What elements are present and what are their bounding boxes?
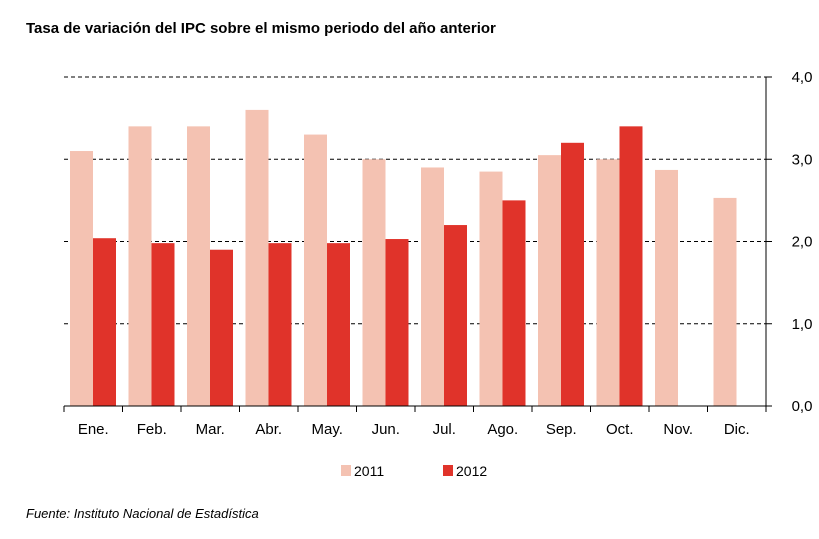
bar-2011-5	[304, 134, 327, 406]
bar-2012-10	[619, 126, 643, 406]
bar-2011-12	[713, 197, 737, 406]
legend-swatch-2012	[443, 465, 453, 476]
axes: 0,0 1,0 2,0 3,0 4,0 Ene. Feb. Mar. Abr. May. Jun. J…	[63, 69, 813, 438]
legend-label-2011: 2011	[354, 463, 384, 479]
x-tick-label: Jul.	[433, 421, 456, 438]
x-tick-label: Sep.	[546, 421, 577, 438]
bar-2012-8	[502, 200, 526, 406]
x-tick-label: Ene.	[78, 421, 109, 438]
x-tick-label: Nov.	[663, 421, 693, 438]
y-tick-label: 1,0	[792, 316, 813, 333]
bar-2011-4	[245, 109, 269, 407]
y-tick-label: 3,0	[792, 151, 813, 168]
bar-2012-1	[93, 238, 116, 406]
bar-2012-3	[210, 249, 233, 406]
bar-2011-11	[655, 169, 678, 406]
x-tick-label: Mar.	[196, 421, 225, 438]
bar-2012-5	[327, 243, 350, 406]
bar-2011-10	[596, 159, 620, 406]
bar-2012-7	[444, 225, 467, 406]
legend: 2011 2012	[341, 463, 487, 479]
y-tick-label: 4,0	[792, 69, 813, 86]
gridlines	[64, 76, 766, 325]
bar-2011-7	[421, 167, 444, 406]
x-tick-label: May.	[312, 421, 343, 438]
bar-2012-9	[561, 142, 584, 407]
legend-label-2012: 2012	[456, 463, 487, 479]
bar-2012-6	[385, 239, 409, 406]
x-tick-label: Oct.	[606, 421, 634, 438]
source-note: Fuente: Instituto Nacional de Estadístic…	[26, 506, 259, 521]
x-tick-label: Jun.	[372, 421, 400, 438]
x-tick-label: Dic.	[724, 421, 750, 438]
bar-2011-2	[128, 126, 152, 406]
bar-2011-8	[479, 171, 503, 406]
bar-2011-1	[70, 151, 93, 406]
y-tick-label: 0,0	[792, 398, 813, 415]
chart-title: Tasa de variación del IPC sobre el mismo…	[26, 20, 496, 37]
x-tick-label: Feb.	[137, 421, 167, 438]
bar-2011-3	[187, 126, 210, 406]
bar-2012-4	[268, 243, 292, 406]
legend-swatch-2011	[341, 465, 351, 476]
x-tick-label: Ago.	[487, 421, 518, 438]
y-tick-label: 2,0	[792, 234, 813, 251]
bar-2011-6	[362, 159, 386, 406]
x-tick-label: Abr.	[255, 421, 282, 438]
bars	[70, 109, 737, 407]
bar-2012-2	[151, 243, 175, 406]
bar-2011-9	[538, 155, 561, 406]
